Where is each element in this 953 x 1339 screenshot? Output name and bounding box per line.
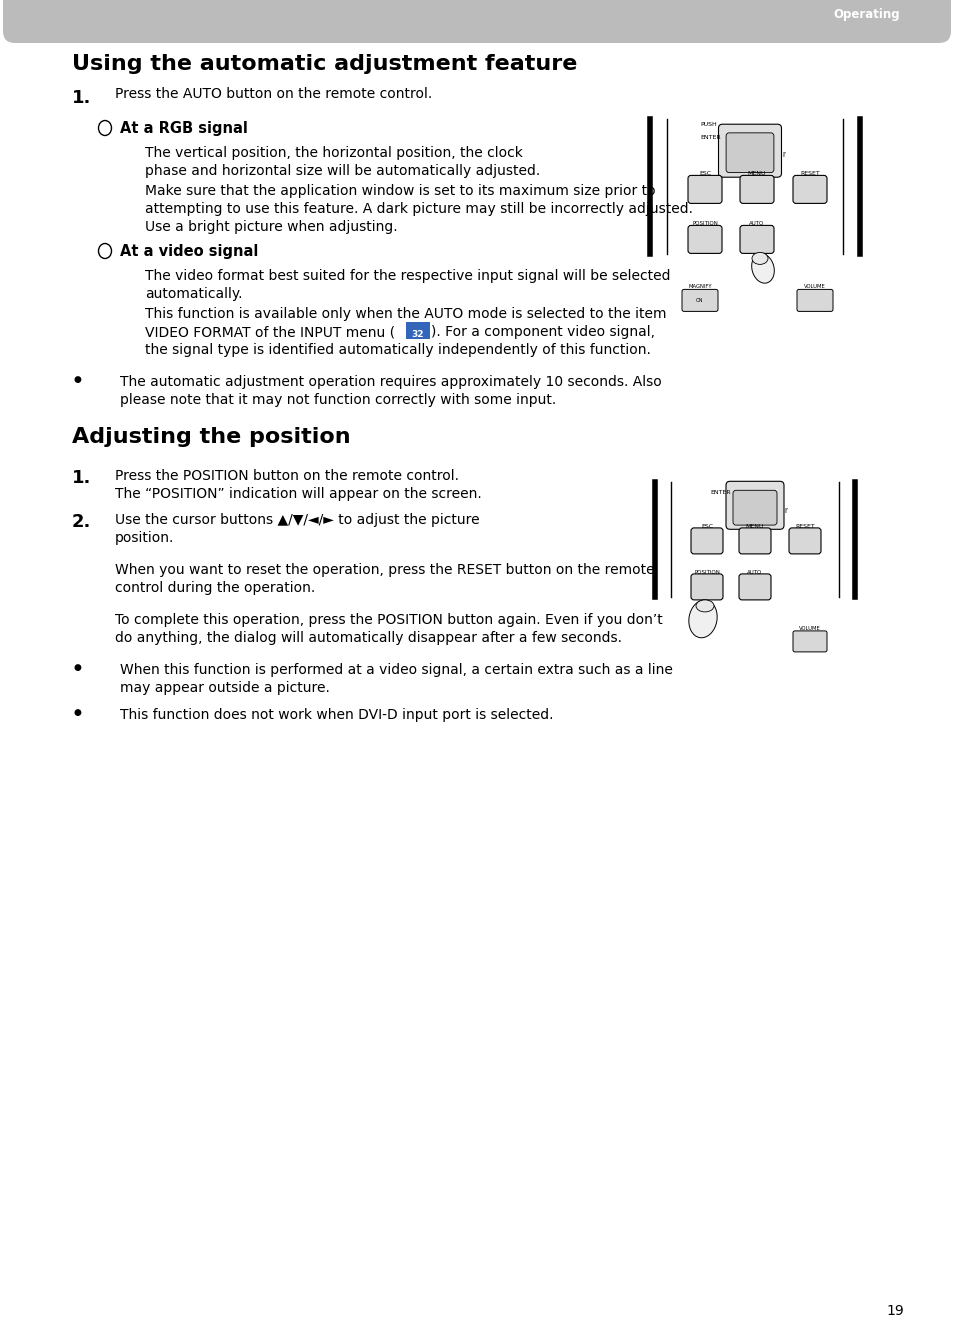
FancyBboxPatch shape [796,289,832,312]
Text: Press the AUTO button on the remote control.: Press the AUTO button on the remote cont… [115,87,432,100]
FancyBboxPatch shape [718,125,781,177]
Text: The “POSITION” indication will appear on the screen.: The “POSITION” indication will appear on… [115,487,481,501]
FancyBboxPatch shape [740,225,773,253]
Text: At a RGB signal: At a RGB signal [120,121,248,137]
FancyBboxPatch shape [788,528,821,554]
Text: Press the POSITION button on the remote control.: Press the POSITION button on the remote … [115,469,458,483]
FancyBboxPatch shape [740,175,773,204]
Text: control during the operation.: control during the operation. [115,581,314,595]
Text: MENU: MENU [747,171,765,177]
Text: may appear outside a picture.: may appear outside a picture. [120,682,330,695]
FancyBboxPatch shape [792,631,826,652]
Text: please note that it may not function correctly with some input.: please note that it may not function cor… [120,394,556,407]
Text: VOLUME: VOLUME [799,625,820,631]
Text: This function is available only when the AUTO mode is selected to the item: This function is available only when the… [145,307,666,321]
FancyBboxPatch shape [732,490,776,525]
Text: ). For a component video signal,: ). For a component video signal, [431,325,655,339]
Text: ESC: ESC [700,524,712,529]
Text: I’: I’ [783,509,787,514]
Ellipse shape [751,252,767,264]
Text: MAGNIFY: MAGNIFY [687,284,711,289]
Text: POSITION: POSITION [694,570,720,574]
FancyBboxPatch shape [725,133,773,173]
Text: Use the cursor buttons ▲/▼/◄/► to adjust the picture: Use the cursor buttons ▲/▼/◄/► to adjust… [115,513,479,528]
Text: ESC: ESC [699,171,710,177]
Text: PUSH: PUSH [700,122,716,127]
Text: Using the automatic adjustment feature: Using the automatic adjustment feature [71,54,577,74]
Text: Operating: Operating [833,8,899,21]
Text: When you want to reset the operation, press the RESET button on the remote: When you want to reset the operation, pr… [115,562,654,577]
Ellipse shape [688,600,717,637]
Text: ENTER: ENTER [709,490,730,495]
Text: position.: position. [115,532,174,545]
Text: The video format best suited for the respective input signal will be selected: The video format best suited for the res… [145,269,670,283]
Text: At a video signal: At a video signal [120,244,258,258]
Text: Make sure that the application window is set to its maximum size prior to: Make sure that the application window is… [145,183,655,198]
Ellipse shape [751,253,774,283]
Text: attempting to use this feature. A dark picture may still be incorrectly adjusted: attempting to use this feature. A dark p… [145,202,692,216]
FancyBboxPatch shape [687,175,721,204]
Text: do anything, the dialog will automatically disappear after a few seconds.: do anything, the dialog will automatical… [115,631,621,645]
Text: automatically.: automatically. [145,287,242,301]
Text: This function does not work when DVI-D input port is selected.: This function does not work when DVI-D i… [120,708,553,722]
FancyBboxPatch shape [681,289,718,312]
Text: POSITION: POSITION [691,221,718,226]
FancyBboxPatch shape [739,528,770,554]
Text: 1.: 1. [71,88,91,107]
Text: 2.: 2. [71,513,91,532]
Text: RESET: RESET [800,171,819,177]
FancyBboxPatch shape [725,481,783,529]
Text: ON: ON [696,297,703,303]
FancyBboxPatch shape [690,574,722,600]
Text: 1.: 1. [71,469,91,487]
Text: ●: ● [74,375,82,384]
Text: When this function is performed at a video signal, a certain extra such as a lin: When this function is performed at a vid… [120,663,672,678]
Text: MENU: MENU [745,524,763,529]
FancyBboxPatch shape [406,321,430,339]
Text: AUTO: AUTO [746,570,761,574]
Text: VOLUME: VOLUME [803,284,825,289]
Text: The automatic adjustment operation requires approximately 10 seconds. Also: The automatic adjustment operation requi… [120,375,661,390]
FancyBboxPatch shape [687,225,721,253]
FancyBboxPatch shape [690,528,722,554]
Text: 19: 19 [885,1304,903,1318]
Text: Adjusting the position: Adjusting the position [71,427,351,447]
Text: the signal type is identified automatically independently of this function.: the signal type is identified automatica… [145,343,650,358]
FancyBboxPatch shape [739,574,770,600]
Text: 32: 32 [412,329,424,339]
Text: VIDEO FORMAT of the INPUT menu (: VIDEO FORMAT of the INPUT menu ( [145,325,395,339]
Text: ●: ● [74,663,82,672]
Text: phase and horizontal size will be automatically adjusted.: phase and horizontal size will be automa… [145,163,539,178]
Text: To complete this operation, press the POSITION button again. Even if you don’t: To complete this operation, press the PO… [115,613,662,627]
Ellipse shape [696,600,713,612]
Text: The vertical position, the horizontal position, the clock: The vertical position, the horizontal po… [145,146,522,159]
Text: RESET: RESET [794,524,814,529]
Text: ENTER: ENTER [700,135,720,141]
Text: ●: ● [74,708,82,716]
Text: I’: I’ [781,153,786,158]
Text: AUTO: AUTO [749,221,763,226]
Text: Use a bright picture when adjusting.: Use a bright picture when adjusting. [145,220,397,234]
FancyBboxPatch shape [3,0,950,43]
FancyBboxPatch shape [792,175,826,204]
